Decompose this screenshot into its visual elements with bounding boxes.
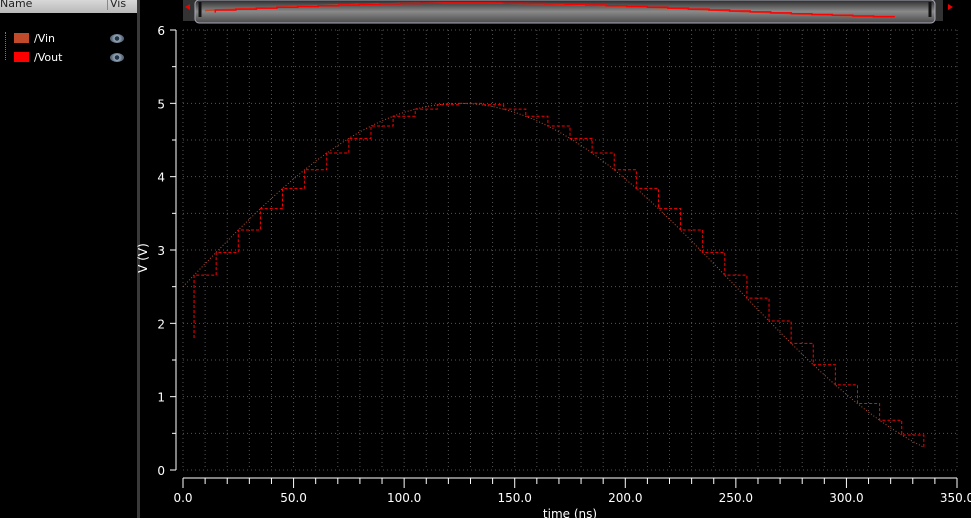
overview-vout [214,2,895,18]
scroll-thumb[interactable] [194,0,936,24]
panel-header: Name Vis [0,0,137,13]
x-tick-label: 200.0 [608,491,642,505]
scroll-left-arrow-icon[interactable] [185,4,190,10]
overview-scrollbar[interactable] [183,0,953,24]
x-axis-label: time (ns) [543,507,597,518]
series-layer [182,102,925,448]
series-vin [182,102,925,448]
y-tick-label: 4 [157,171,165,185]
axes: 0.0 50.0 100.0 150.0 200.0 250.0 300.0 350.0 0 1 2… [157,24,971,505]
name-column-header[interactable]: Name [0,0,33,10]
signal-vout[interactable]: /Vout [14,50,62,64]
y-tick-label: 3 [157,244,165,258]
eye-icon[interactable] [110,53,124,62]
x-tick-label: 0.0 [173,491,192,505]
signal-label: /Vin [34,31,56,45]
y-tick-label: 6 [157,24,165,38]
x-tick-label: 50.0 [280,491,307,505]
x-tick-label: 300.0 [829,491,863,505]
y-tick-label: 1 [157,391,165,405]
x-tick-label: 250.0 [719,491,753,505]
y-axis-label: V (V) [136,243,150,273]
vin-color-swatch [14,33,29,43]
x-tick-label: 150.0 [498,491,532,505]
y-tick-label: 5 [157,97,165,111]
overview-waveform [204,2,895,18]
vout-color-swatch [14,52,29,62]
plot-grid [182,29,958,471]
scroll-right-arrow-icon[interactable] [948,4,953,10]
vis-column-header[interactable]: Vis [107,0,126,10]
signal-vin[interactable]: /Vin [14,31,55,45]
x-tick-label: 100.0 [387,491,421,505]
y-tick-label: 2 [157,317,165,331]
tree-line [5,32,7,60]
signal-label: /Vout [34,50,63,64]
x-tick-label: 350.0 [940,491,971,505]
eye-icon[interactable] [110,34,124,43]
y-tick-label: 0 [157,464,165,478]
signal-panel: Name Vis /Vin /Vout [0,0,140,518]
series-vout [193,102,925,448]
